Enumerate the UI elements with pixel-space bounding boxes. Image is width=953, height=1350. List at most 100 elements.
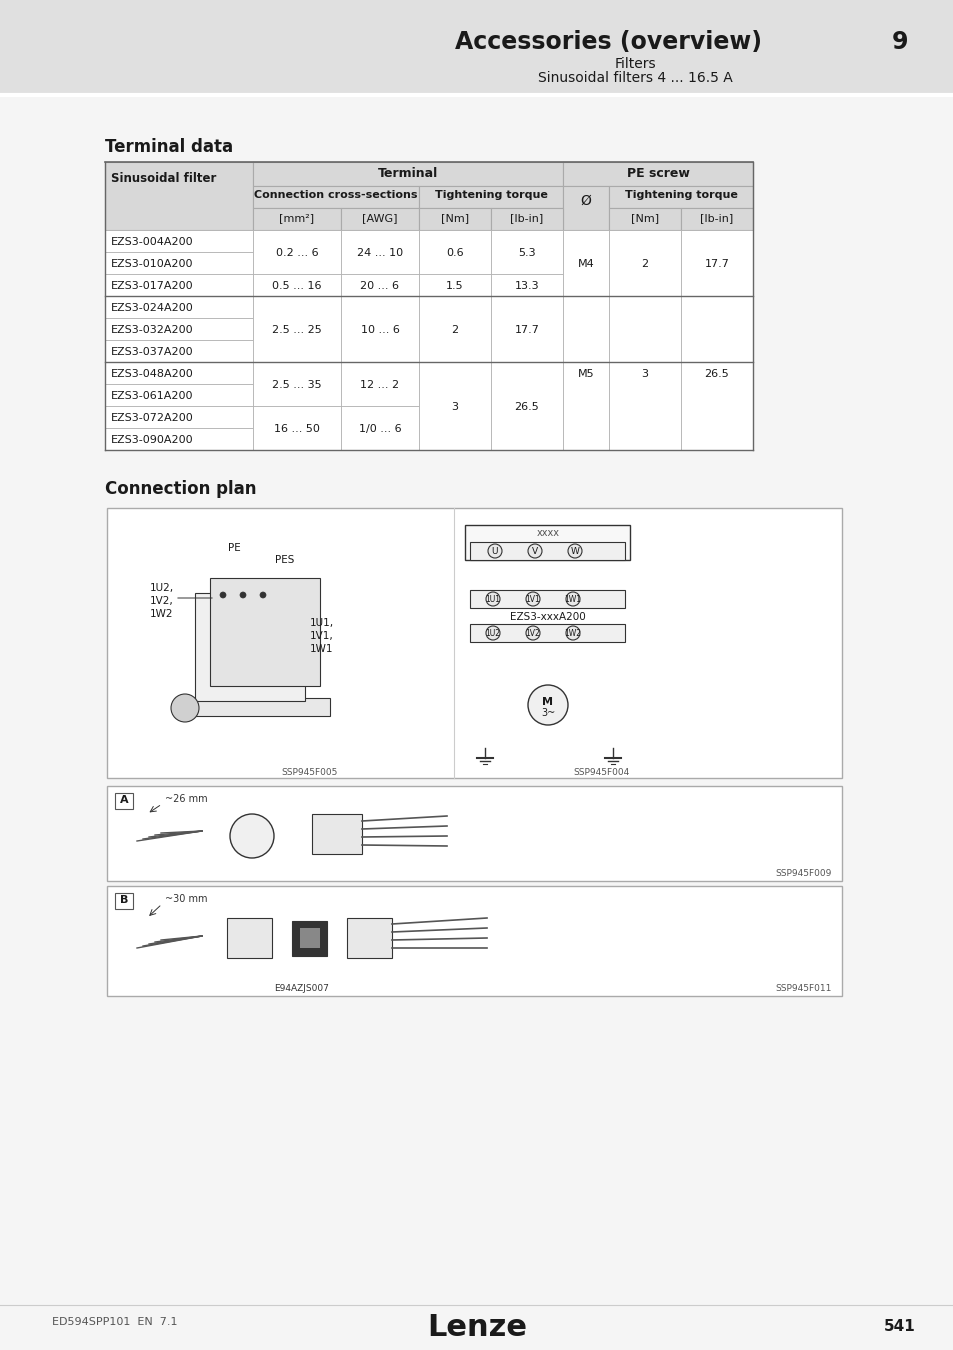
Text: PE screw: PE screw [626,167,689,180]
Text: 1/0 ... 6: 1/0 ... 6 [358,424,401,433]
Text: 2: 2 [640,259,648,269]
Text: [Nm]: [Nm] [630,213,659,223]
Bar [105,296,253,319]
Polygon shape [194,578,210,701]
Circle shape [171,694,199,722]
Bar [194,593,305,701]
Bar [107,786,841,882]
Text: [Nm]: [Nm] [440,213,469,223]
Bar [105,230,253,252]
Bar [105,406,253,428]
Text: 3~: 3~ [540,707,555,718]
Bar [562,186,608,230]
Bar [479,672,615,752]
Bar [210,578,319,686]
Text: 17.7: 17.7 [514,325,538,335]
Bar [491,362,562,450]
Text: 20 ... 6: 20 ... 6 [360,281,399,292]
Bar [418,208,491,230]
Text: U: U [491,547,497,556]
Bar [115,892,132,909]
Bar [340,406,418,450]
Text: EZS3-048A200: EZS3-048A200 [111,369,193,379]
Circle shape [485,626,499,640]
Text: W: W [570,547,578,556]
Text: 1U2,: 1U2, [150,583,174,593]
Text: [lb-in]: [lb-in] [700,213,733,223]
Bar [680,208,752,230]
Bar [312,814,361,855]
Bar [491,274,562,296]
Bar [562,230,608,296]
Bar [475,560,619,590]
Text: EZS3-017A200: EZS3-017A200 [111,281,193,292]
Text: EZS3-032A200: EZS3-032A200 [111,325,193,335]
Text: 0.2 ... 6: 0.2 ... 6 [275,248,318,258]
Bar [253,186,418,208]
Text: M5: M5 [578,369,594,379]
Text: 1W1: 1W1 [310,644,334,653]
Text: PES: PES [274,555,294,566]
Text: M4: M4 [577,259,594,269]
Text: Terminal: Terminal [377,167,437,180]
Text: A: A [119,795,128,805]
Circle shape [240,593,246,598]
Text: [lb-in]: [lb-in] [510,213,543,223]
Bar [299,927,319,948]
Text: EZS3-072A200: EZS3-072A200 [111,413,193,423]
Circle shape [565,626,579,640]
Bar [253,406,340,450]
Text: 1V1: 1V1 [525,595,539,603]
Circle shape [527,544,541,558]
Text: EZS3-xxxA200: EZS3-xxxA200 [510,612,585,622]
Text: Accessories (overview): Accessories (overview) [455,30,761,54]
Bar [107,886,841,996]
Bar [470,541,624,560]
Text: Sinusoidal filters 4 ... 16.5 A: Sinusoidal filters 4 ... 16.5 A [537,72,732,85]
Bar [253,296,340,362]
Bar [253,362,340,406]
Bar [491,208,562,230]
Circle shape [230,814,274,859]
Text: 17.7: 17.7 [704,259,729,269]
Text: 1W2: 1W2 [150,609,173,620]
Text: ~30 mm: ~30 mm [165,894,208,904]
Bar [253,274,340,296]
Bar [105,274,253,296]
Bar [340,208,418,230]
Bar [418,230,491,274]
Bar [174,698,330,716]
Bar [608,230,680,296]
Text: Tightening torque: Tightening torque [435,190,547,200]
Text: 3: 3 [640,369,648,379]
Text: EZS3-004A200: EZS3-004A200 [111,238,193,247]
Circle shape [260,593,266,598]
Text: EZS3-061A200: EZS3-061A200 [111,392,193,401]
Text: 2: 2 [451,325,458,335]
Bar [105,340,253,362]
Text: 2.5 ... 25: 2.5 ... 25 [272,325,321,335]
Bar [491,296,562,362]
Circle shape [525,593,539,606]
Text: 541: 541 [883,1319,915,1334]
Bar [340,296,418,362]
Bar [475,643,619,672]
Text: EZS3-090A200: EZS3-090A200 [111,435,193,446]
Text: SSP945F004: SSP945F004 [573,768,629,778]
Text: 1V2: 1V2 [525,629,539,639]
Text: 0.5 ... 16: 0.5 ... 16 [272,281,321,292]
Bar [608,296,680,450]
Text: 13.3: 13.3 [515,281,538,292]
Bar [418,362,491,450]
Bar [105,162,253,230]
Bar [464,525,629,560]
Bar [418,274,491,296]
Circle shape [488,544,501,558]
Bar [292,921,327,956]
Circle shape [220,593,226,598]
Text: Terminal data: Terminal data [105,138,233,157]
Text: EZS3-037A200: EZS3-037A200 [111,347,193,356]
Text: xxxx: xxxx [536,528,558,539]
Bar [562,296,608,450]
Text: V: V [532,547,537,556]
